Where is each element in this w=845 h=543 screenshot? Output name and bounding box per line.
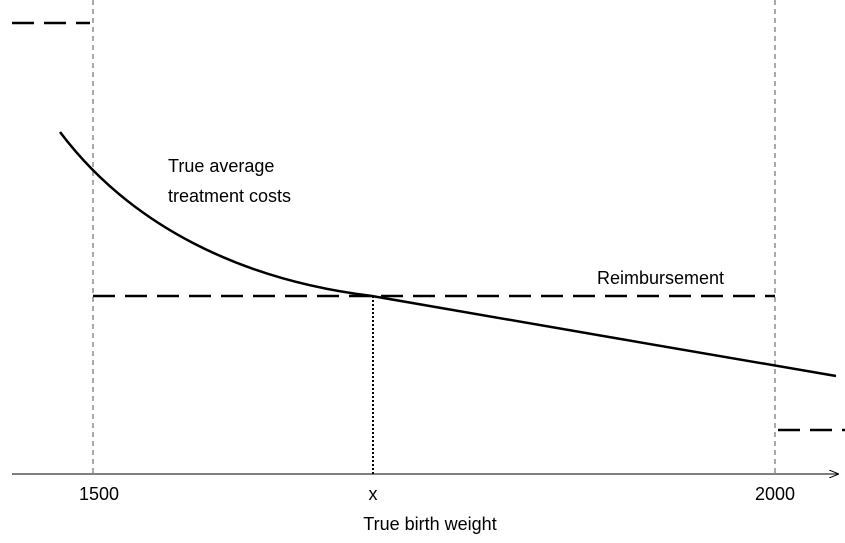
curve-label: treatment costs [168,186,291,206]
x-axis-label: True birth weight [363,514,496,534]
curve-label: True average [168,156,274,176]
x-tick-label: x [369,484,378,504]
x-tick-label: 1500 [79,484,119,504]
reimbursement-label: Reimbursement [597,268,724,288]
x-tick-label: 2000 [755,484,795,504]
